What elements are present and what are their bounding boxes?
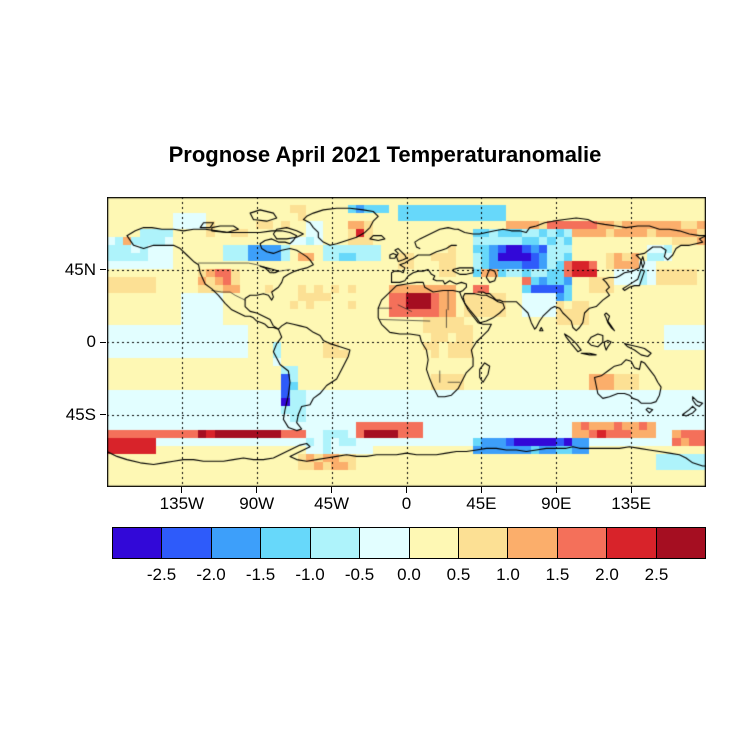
lat-axis-tick	[100, 414, 106, 415]
lon-tick-label: 135E	[611, 494, 651, 513]
lon-axis-tick	[181, 487, 183, 493]
chart-title: Prognose April 2021 Temperaturanomalie	[168, 142, 602, 167]
lon-axis-tick	[256, 487, 258, 493]
colorbar-segment	[360, 528, 410, 558]
colorbar-segment	[162, 528, 212, 558]
lon-tick-label: 90E	[541, 494, 572, 513]
colorbar	[112, 527, 706, 559]
lon-axis-tick	[630, 487, 632, 493]
colorbar-segment	[211, 528, 262, 558]
colorbar-tick-label: 1.5	[545, 565, 570, 584]
lat-axis-tick	[100, 269, 106, 270]
anomaly-map-canvas	[107, 197, 706, 487]
lon-axis-tick	[555, 487, 557, 493]
colorbar-tick-label: -1.5	[245, 565, 276, 584]
anomaly-map	[107, 197, 706, 487]
lon-tick-label: 0	[401, 494, 412, 513]
lat-axis-tick	[100, 341, 106, 343]
colorbar-segment	[113, 528, 163, 558]
colorbar-segment	[607, 528, 657, 558]
lon-tick-label: 45W	[314, 494, 350, 513]
colorbar-tick-label: 2.0	[595, 565, 619, 584]
colorbar-tick-label: -2.0	[196, 565, 226, 584]
lon-tick-label: 90W	[239, 494, 275, 513]
colorbar-tick-label: -1.0	[295, 565, 325, 584]
lon-tick-label: 135W	[159, 494, 205, 513]
colorbar-segment	[557, 528, 608, 558]
colorbar-tick-label: -2.5	[146, 565, 177, 584]
lon-tick-label: 45E	[466, 494, 497, 513]
colorbar-tick-label: -0.5	[344, 565, 375, 584]
colorbar-segment	[310, 528, 361, 558]
lon-axis-tick	[331, 487, 333, 493]
lat-tick-label: 45N	[64, 259, 96, 279]
colorbar-tick-label: 0.5	[446, 565, 471, 584]
colorbar-tick-label: 2.5	[644, 565, 669, 584]
lat-tick-label: 45S	[65, 404, 96, 424]
colorbar-segment	[508, 528, 558, 558]
colorbar-segment	[458, 528, 509, 558]
colorbar-segment	[409, 528, 459, 558]
lon-axis-tick	[480, 487, 482, 493]
colorbar-tick-label: 0.0	[397, 565, 421, 584]
lon-axis-tick	[406, 487, 407, 493]
lat-tick-label: 0	[86, 332, 96, 351]
colorbar-segment	[656, 528, 706, 558]
colorbar-labels: -2.5 -2.0 -1.5 -1.0 -0.5 0.0 0.5 1.0 1.5 2.0 2.5	[112, 565, 706, 587]
colorbar-segment	[261, 528, 311, 558]
colorbar-tick-label: 1.0	[496, 565, 520, 584]
